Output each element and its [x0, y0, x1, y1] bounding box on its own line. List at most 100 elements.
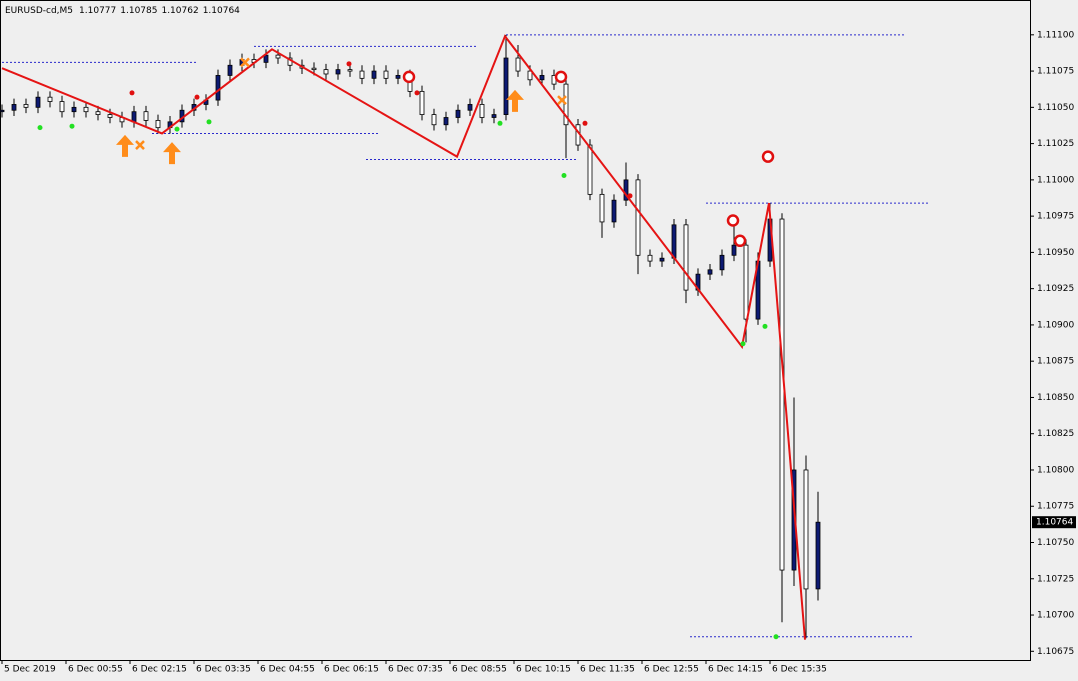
- x-tick-label: 6 Dec 08:55: [452, 665, 507, 675]
- y-tick-label: 1.11050: [1037, 103, 1074, 113]
- candle-body: [71, 106, 77, 113]
- candle-body: [479, 104, 485, 118]
- candle-body: [743, 244, 749, 320]
- ring-signal: [733, 234, 747, 248]
- candle-body: [623, 179, 629, 201]
- x-tick-label: 6 Dec 00:55: [68, 665, 123, 675]
- y-tick-label: 1.11025: [1037, 139, 1074, 149]
- candle-body: [395, 75, 401, 79]
- up-arrow: [506, 89, 524, 112]
- candle-body: [779, 218, 785, 571]
- header-low: 1.10762: [161, 6, 198, 16]
- candle-body: [707, 269, 713, 275]
- candle-body: [671, 224, 677, 259]
- zigzag-line: [1, 34, 806, 640]
- y-tick-label: 1.10975: [1037, 212, 1074, 222]
- candle-body: [371, 70, 377, 79]
- up-arrow: [116, 134, 134, 157]
- candle-body: [515, 57, 521, 72]
- cross-signal: [240, 57, 250, 68]
- candle-body: [95, 111, 101, 115]
- red-dot: [414, 90, 420, 96]
- candle-body: [275, 54, 281, 59]
- candle-body: [143, 111, 149, 121]
- candle-body: [647, 254, 653, 262]
- y-tick-label: 1.10800: [1037, 465, 1074, 475]
- y-tick-label: 1.10925: [1037, 284, 1074, 294]
- y-tick-label: 1.10950: [1037, 248, 1074, 258]
- red-dot: [129, 90, 135, 96]
- candle-body: [347, 69, 353, 72]
- candle-body: [131, 111, 137, 123]
- candle-body: [431, 114, 437, 126]
- candle-body: [311, 67, 317, 71]
- red-dot: [627, 193, 633, 199]
- header-high: 1.10785: [120, 6, 157, 16]
- candle-body: [467, 104, 473, 111]
- candle-body: [35, 96, 41, 108]
- green-dot: [69, 123, 75, 129]
- header-close: 1.10764: [203, 6, 240, 16]
- y-tick-label: 1.11100: [1037, 30, 1074, 40]
- x-tick-label: 6 Dec 15:35: [772, 665, 827, 675]
- green-dot: [174, 126, 180, 132]
- green-dot: [740, 341, 746, 347]
- candle-body: [815, 521, 821, 590]
- x-tick-label: 6 Dec 10:15: [516, 665, 571, 675]
- ring-signal: [726, 214, 740, 227]
- candle-body: [539, 75, 545, 81]
- cross-signal: [557, 95, 567, 105]
- candle-body: [599, 193, 605, 223]
- candle-body: [443, 117, 449, 126]
- ring-signal: [402, 70, 416, 84]
- y-tick-label: 1.10725: [1037, 574, 1074, 584]
- x-tick-label: 6 Dec 14:15: [708, 665, 763, 675]
- last-price-box: [1032, 516, 1076, 529]
- green-dot: [497, 120, 503, 126]
- candle-body: [659, 257, 665, 262]
- candle-body: [227, 64, 233, 76]
- candle-body: [635, 179, 641, 256]
- candle-body: [215, 75, 221, 101]
- candle-body: [359, 70, 365, 79]
- y-tick-label: 1.10775: [1037, 502, 1074, 512]
- candle-body: [563, 83, 569, 126]
- last-price-label: 1.10764: [1036, 518, 1073, 528]
- y-tick-label: 1.10850: [1037, 393, 1074, 403]
- candle-body: [155, 119, 161, 129]
- candle-body: [719, 254, 725, 271]
- y-tick-label: 1.10750: [1037, 538, 1074, 548]
- candle-body: [383, 70, 389, 79]
- x-tick-label: 6 Dec 02:15: [132, 665, 187, 675]
- up-arrow: [163, 142, 181, 165]
- ring-signal: [761, 150, 775, 163]
- green-dot: [206, 119, 212, 125]
- y-tick-label: 1.11075: [1037, 67, 1074, 77]
- red-dot: [194, 94, 200, 100]
- ring-signal: [554, 70, 568, 84]
- y-tick-label: 1.10900: [1037, 320, 1074, 330]
- x-tick-label: 6 Dec 03:35: [196, 665, 251, 675]
- header-open: 1.10777: [79, 6, 116, 16]
- candle-body: [611, 199, 617, 223]
- candle-body: [455, 109, 461, 118]
- candle-body: [683, 224, 689, 291]
- x-tick-label: 6 Dec 06:15: [324, 665, 379, 675]
- y-tick-label: 1.10825: [1037, 429, 1074, 439]
- candle-body: [503, 57, 509, 115]
- green-dot: [37, 125, 43, 131]
- candle-body: [731, 244, 737, 256]
- candle-body: [803, 469, 809, 590]
- y-tick-label: 1.10675: [1037, 647, 1074, 657]
- candle-body: [491, 114, 497, 118]
- candle-body: [527, 70, 533, 81]
- candle-body: [323, 69, 329, 75]
- cross-signal: [135, 140, 145, 150]
- x-tick-label: 5 Dec 2019: [4, 665, 56, 675]
- plot-frame: [0, 0, 1031, 661]
- x-tick-label: 6 Dec 04:55: [260, 665, 315, 675]
- candle-body: [0, 109, 5, 113]
